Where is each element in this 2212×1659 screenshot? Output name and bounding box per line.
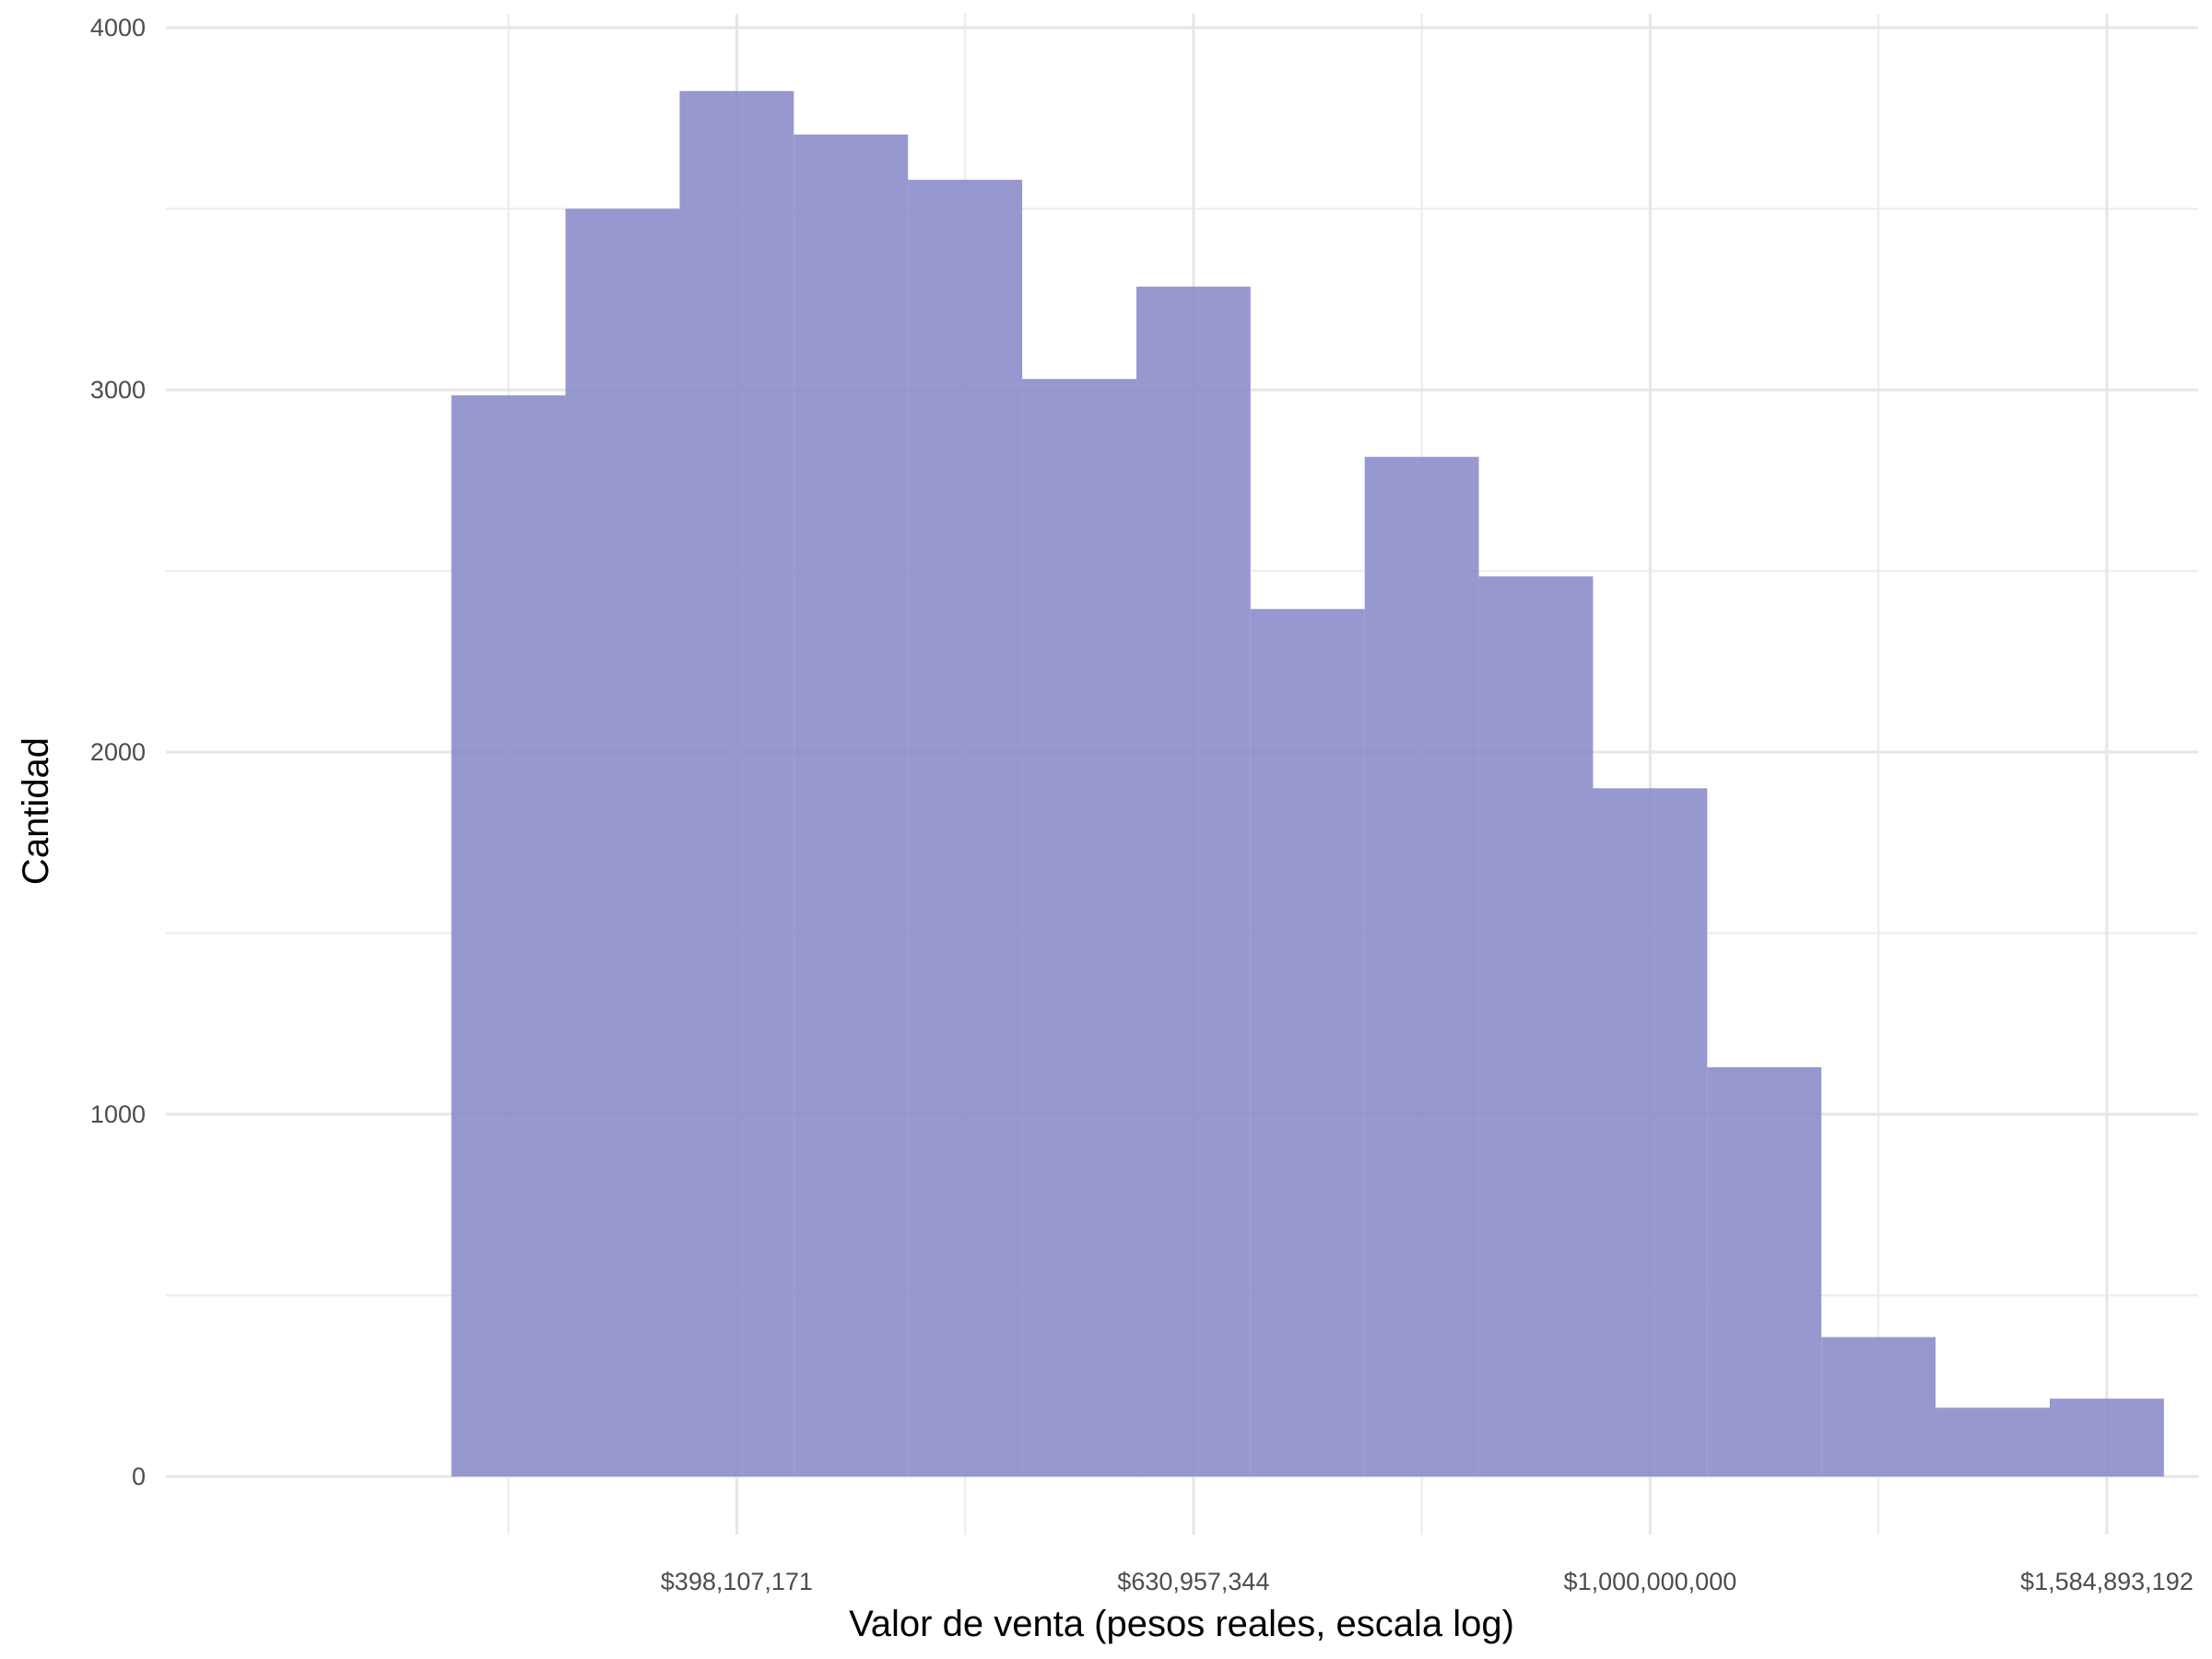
histogram-bar [908, 180, 1023, 1477]
x-axis-title: Valor de venta (pesos reales, escala log… [849, 1604, 1514, 1644]
histogram-bar [451, 394, 566, 1477]
histogram-bar [2049, 1398, 2164, 1477]
histogram-bar [679, 90, 794, 1477]
histogram-bar [1936, 1407, 2050, 1477]
histogram-bar [1135, 286, 1251, 1477]
y-axis-ticks: 0 1000 2000 3000 4000 [90, 14, 146, 1490]
y-tick-label: 0 [132, 1463, 146, 1490]
y-tick-label: 1000 [90, 1100, 146, 1128]
histogram-bar [794, 134, 909, 1477]
x-tick-label: $398,107,171 [661, 1568, 813, 1595]
x-tick-label: $1,584,893,192 [2020, 1568, 2194, 1595]
histogram-bar [1821, 1336, 1936, 1477]
histogram-bar [565, 208, 680, 1477]
y-tick-label: 3000 [90, 376, 146, 404]
x-axis-ticks: $398,107,171 $630,957,344 $1,000,000,000 $1… [661, 1568, 2194, 1595]
x-tick-label: $1,000,000,000 [1564, 1568, 1737, 1595]
x-tick-label: $630,957,344 [1117, 1568, 1269, 1595]
histogram-bar [1250, 608, 1365, 1477]
histogram-bar [1364, 456, 1479, 1477]
y-tick-label: 4000 [90, 14, 146, 41]
histogram-bar [1707, 1066, 1822, 1477]
histogram-bars [451, 90, 2164, 1477]
y-axis-title: Cantidad [16, 737, 56, 885]
histogram-bar [1022, 379, 1136, 1477]
histogram-bar [1478, 576, 1594, 1477]
y-tick-label: 2000 [90, 738, 146, 766]
histogram-bar [1593, 788, 1708, 1477]
